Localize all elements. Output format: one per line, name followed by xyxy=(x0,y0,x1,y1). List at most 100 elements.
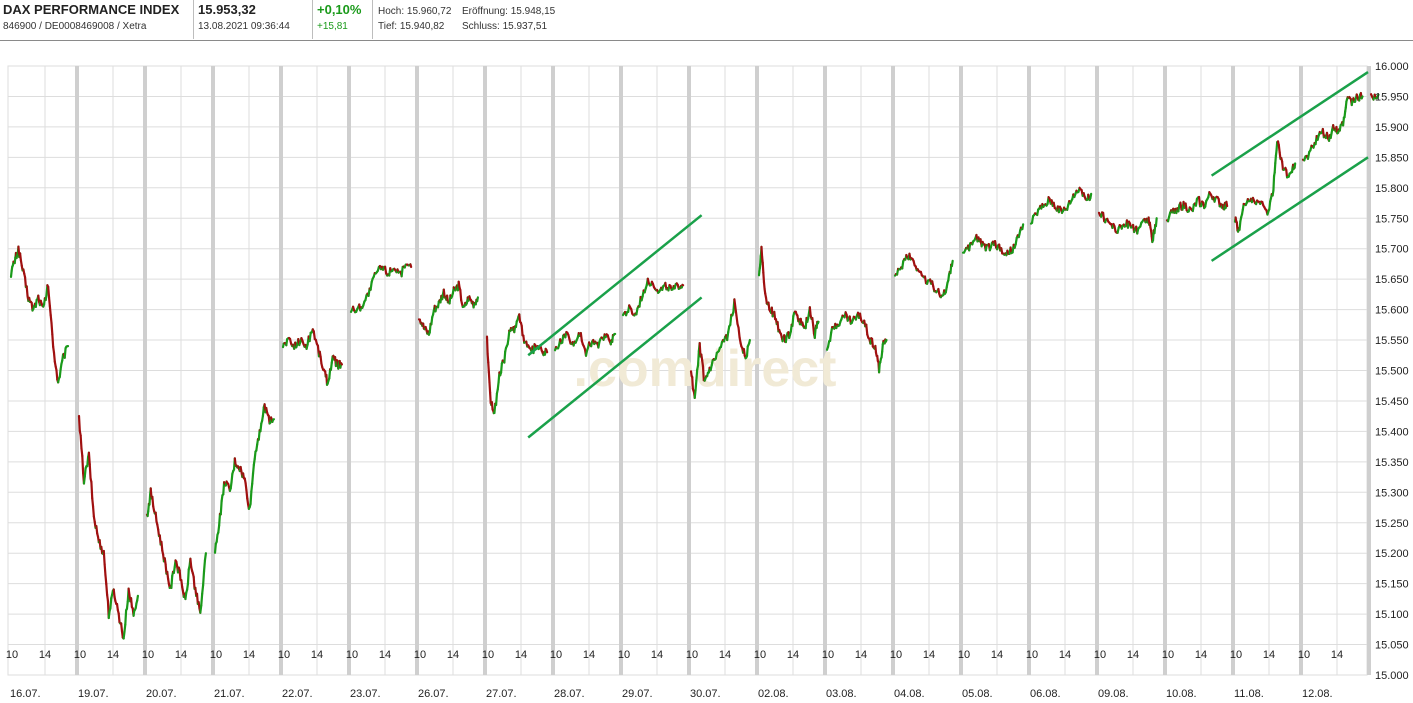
price-segment xyxy=(901,259,905,270)
y-tick-label: 16.000 xyxy=(1375,61,1409,73)
price-segment xyxy=(180,579,184,588)
y-tick-label: 15.950 xyxy=(1375,91,1409,103)
price-segment xyxy=(1021,223,1025,231)
price-segment xyxy=(51,333,55,348)
price-segment xyxy=(950,259,954,268)
price-segment xyxy=(518,313,522,323)
price-segment xyxy=(1184,202,1188,212)
y-tick-label: 15.400 xyxy=(1375,426,1409,438)
price-segment xyxy=(1274,154,1278,165)
prev-close: Schluss: 15.937,51 xyxy=(462,21,548,32)
price-segment xyxy=(1273,161,1277,174)
x-date-label: 06.08. xyxy=(1030,688,1061,700)
price-segment xyxy=(308,331,312,343)
price-segment xyxy=(257,429,261,441)
price-segment xyxy=(1179,201,1183,211)
trend-line xyxy=(1210,156,1369,262)
price-segment xyxy=(693,389,697,399)
price-segment xyxy=(828,331,833,343)
trend-line xyxy=(1210,71,1369,177)
price-segment xyxy=(25,285,29,298)
price-segment xyxy=(49,313,53,325)
x-date-label: 04.08. xyxy=(894,688,925,700)
x-hour-label: 10 xyxy=(550,649,562,661)
price-segment xyxy=(733,298,737,309)
x-hour-label: 10 xyxy=(1162,649,1174,661)
x-hour-label: 14 xyxy=(923,649,935,661)
price-segment xyxy=(83,467,87,478)
x-hour-label: 14 xyxy=(1263,649,1275,661)
price-segment xyxy=(192,575,196,590)
price-segment xyxy=(1376,93,1380,99)
x-hour-label: 10 xyxy=(6,649,18,661)
x-hour-label: 14 xyxy=(243,649,255,661)
price-segment xyxy=(200,592,204,607)
price-segment xyxy=(745,345,749,358)
price-segment xyxy=(82,475,86,485)
price-segment xyxy=(1238,220,1242,231)
price-segment xyxy=(63,347,67,359)
price-segment xyxy=(219,500,223,516)
x-hour-label: 10 xyxy=(822,649,834,661)
price-segment xyxy=(245,488,249,500)
x-hour-label: 14 xyxy=(651,649,663,661)
change-absolute: +15,81 xyxy=(317,21,348,32)
y-tick-label: 15.250 xyxy=(1375,518,1409,530)
price-segment xyxy=(579,331,583,343)
price-segment xyxy=(47,285,51,299)
price-segment xyxy=(695,368,699,382)
price-segment xyxy=(91,505,95,518)
x-hour-label: 14 xyxy=(583,649,595,661)
price-segment xyxy=(1197,195,1202,208)
x-hour-label: 14 xyxy=(719,649,731,661)
price-segment xyxy=(160,540,164,552)
index-name: DAX PERFORMANCE INDEX xyxy=(3,2,180,17)
price-segment xyxy=(251,472,255,485)
header-divider xyxy=(372,0,373,39)
price-segment xyxy=(808,306,812,317)
price-segment xyxy=(488,381,492,394)
price-segment xyxy=(767,301,771,311)
price-segment xyxy=(761,261,765,274)
x-hour-label: 14 xyxy=(447,649,459,661)
price-segment xyxy=(430,316,434,326)
x-hour-label: 10 xyxy=(74,649,86,661)
price-segment xyxy=(1360,95,1364,100)
x-hour-label: 10 xyxy=(142,649,154,661)
price-segment xyxy=(1102,211,1106,223)
price-segment xyxy=(81,454,85,475)
price-segment xyxy=(1281,160,1285,171)
price-segment xyxy=(734,306,738,317)
x-hour-label: 14 xyxy=(39,649,51,661)
price-segment xyxy=(328,368,332,380)
dax-intraday-chart: .comdirect 16.000 15.950 15.900 15.850 15.80… xyxy=(6,61,1409,700)
y-tick-label: 15.450 xyxy=(1375,396,1409,408)
price-segment xyxy=(816,320,820,325)
x-date-label: 23.07. xyxy=(350,688,381,700)
price-series xyxy=(9,91,1380,640)
price-segment xyxy=(1268,200,1272,211)
y-tick-label: 15.050 xyxy=(1375,640,1409,652)
price-segment xyxy=(874,344,878,354)
price-segment xyxy=(136,594,139,602)
price-segment xyxy=(329,361,333,371)
x-date-label: 11.08. xyxy=(1234,688,1264,700)
x-date-label: 26.07. xyxy=(418,688,449,700)
price-segment xyxy=(103,563,107,577)
price-segment xyxy=(691,376,694,390)
trend-line xyxy=(527,296,703,439)
quote-timestamp: 13.08.2021 09:36:44 xyxy=(198,21,290,32)
price-segment xyxy=(496,381,500,391)
price-segment xyxy=(319,355,323,365)
price-segment xyxy=(1235,221,1239,232)
price-segment xyxy=(487,361,490,374)
x-date-label: 02.08. xyxy=(758,688,789,700)
price-segment xyxy=(1194,197,1199,207)
price-segment xyxy=(170,574,174,589)
price-segment xyxy=(507,329,511,340)
price-segment xyxy=(1191,203,1195,213)
chart-axes: 16.000 15.950 15.900 15.850 15.800 15.750 15.7… xyxy=(6,61,1409,700)
price-segment xyxy=(1154,217,1158,228)
y-tick-label: 15.900 xyxy=(1375,122,1409,134)
y-tick-label: 15.100 xyxy=(1375,609,1409,621)
